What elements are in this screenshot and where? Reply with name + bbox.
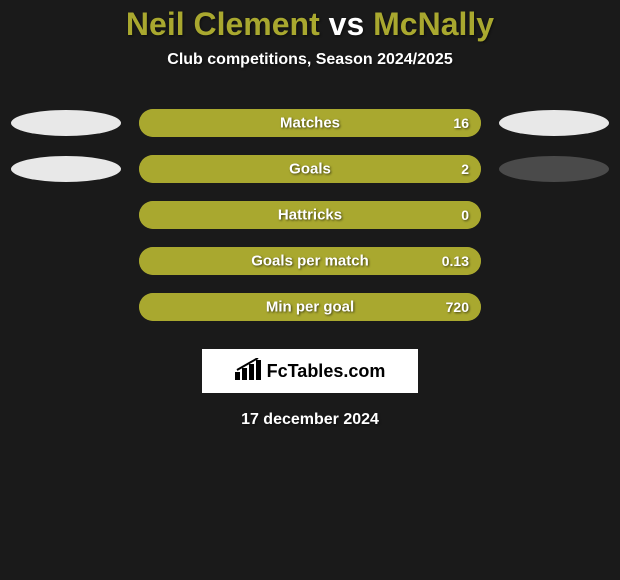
right-ellipse [499, 110, 609, 136]
footer-logo-text: FcTables.com [267, 361, 386, 382]
left-ellipse [11, 156, 121, 182]
left-ellipse [11, 294, 121, 320]
footer-date: 17 december 2024 [0, 411, 620, 429]
right-ellipse [499, 156, 609, 182]
stat-bar: Goals per match 0.13 [139, 247, 481, 275]
stat-bar: Min per goal 720 [139, 293, 481, 321]
stat-bar: Goals 2 [139, 155, 481, 183]
stat-row: Goals per match 0.13 [0, 247, 620, 275]
stat-label: Min per goal [266, 299, 354, 316]
title-vs: vs [320, 6, 373, 42]
stat-value: 720 [446, 299, 469, 315]
footer-logo[interactable]: FcTables.com [202, 349, 418, 393]
right-ellipse [499, 248, 609, 274]
stat-row: Hattricks 0 [0, 201, 620, 229]
stat-value: 0 [461, 207, 469, 223]
left-ellipse [11, 110, 121, 136]
right-ellipse [499, 202, 609, 228]
left-ellipse [11, 248, 121, 274]
stat-value: 16 [453, 115, 469, 131]
subtitle: Club competitions, Season 2024/2025 [0, 51, 620, 69]
stat-row: Min per goal 720 [0, 293, 620, 321]
stat-label: Goals per match [251, 253, 369, 270]
stat-value: 2 [461, 161, 469, 177]
right-ellipse [499, 294, 609, 320]
stat-bar: Hattricks 0 [139, 201, 481, 229]
stat-row: Matches 16 [0, 109, 620, 137]
title-player1: Neil Clement [126, 6, 320, 42]
stat-label: Goals [289, 161, 331, 178]
stat-label: Matches [280, 115, 340, 132]
title-player2: McNally [373, 6, 494, 42]
stat-rows: Matches 16 Goals 2 Hattricks 0 Goals per match… [0, 109, 620, 321]
stat-label: Hattricks [278, 207, 342, 224]
stat-row: Goals 2 [0, 155, 620, 183]
stat-bar: Matches 16 [139, 109, 481, 137]
chart-icon [235, 358, 261, 385]
stat-value: 0.13 [442, 253, 469, 269]
left-ellipse [11, 202, 121, 228]
page-title: Neil Clement vs McNally [0, 0, 620, 43]
